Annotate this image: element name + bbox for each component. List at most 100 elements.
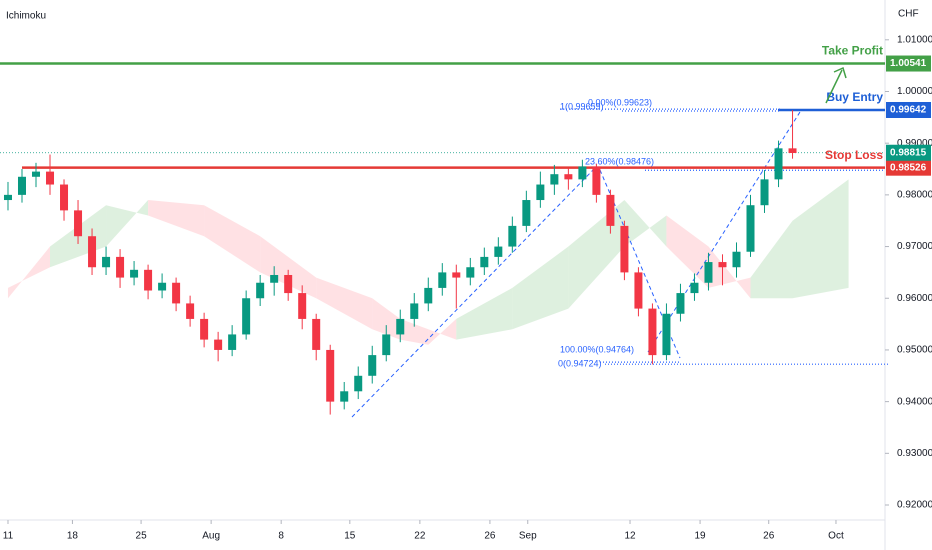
candle-body — [690, 282, 699, 294]
candle-body — [368, 355, 377, 376]
candle-body — [480, 256, 489, 268]
candle-body — [3, 194, 12, 201]
x-tick-label: 11 — [3, 531, 14, 542]
x-tick-label: Sep — [519, 531, 537, 542]
candle-body — [144, 269, 153, 291]
fib-label: 23.60%(0.98476) — [585, 157, 654, 167]
fib-label: 0.00%(0.99623) — [588, 97, 652, 107]
x-tick-label: Oct — [828, 531, 844, 542]
price-label-box — [886, 55, 931, 72]
candle-body — [494, 246, 503, 257]
candle-body — [788, 148, 797, 154]
y-tick-label: 0.99000 — [897, 138, 932, 149]
cloud-segment — [792, 179, 849, 299]
y-tick-label: 0.93000 — [897, 448, 932, 459]
level-name: Take Profit — [822, 44, 883, 58]
fib-label: 0(0.94724) — [558, 359, 602, 369]
candle-body — [214, 339, 223, 350]
price-label-box — [886, 159, 931, 176]
x-tick-label: 19 — [695, 531, 707, 542]
y-tick-label: 0.97000 — [897, 241, 932, 252]
candle-body — [396, 318, 405, 335]
candle-body — [326, 349, 335, 402]
cloud-segment — [666, 215, 709, 288]
candle-body — [116, 256, 125, 278]
x-tick-label: 12 — [624, 531, 636, 542]
cloud-segment — [106, 200, 149, 247]
cloud-segment — [316, 277, 373, 330]
cloud-segment — [148, 200, 205, 237]
arrow — [825, 66, 847, 104]
x-tick-label: 18 — [67, 531, 79, 542]
cloud-segment — [624, 200, 667, 247]
candle-body — [634, 272, 643, 309]
currency: CHF — [898, 9, 919, 20]
x-tick-label: 22 — [414, 531, 426, 542]
candle-body — [550, 174, 559, 185]
trend-line — [647, 111, 801, 353]
candle-body — [88, 236, 97, 268]
candle-body — [200, 318, 209, 340]
candle-body — [270, 274, 279, 283]
x-tick-label: 25 — [136, 531, 148, 542]
candle-body — [592, 166, 601, 195]
price-label: 0.98815 — [890, 147, 927, 158]
x-tick-label: 26 — [484, 531, 496, 542]
candle-body — [60, 184, 69, 211]
fib-label: 1(0.99659) — [560, 101, 604, 111]
candle-body — [32, 171, 41, 177]
cloud-segment — [512, 246, 569, 330]
cloud-segment — [260, 236, 317, 299]
candle-body — [648, 308, 657, 356]
candle-body — [760, 179, 769, 206]
candle-body — [676, 293, 685, 314]
candle-body — [46, 171, 55, 185]
candle-body — [466, 267, 475, 278]
candle-body — [17, 176, 26, 195]
cloud-segment — [7, 246, 51, 299]
indicator-name: Ichimoku — [6, 11, 46, 22]
candle-body — [354, 375, 363, 392]
candle-body — [522, 200, 531, 226]
x-tick-label: 15 — [344, 531, 356, 542]
candle-body — [242, 298, 251, 335]
candle-body — [662, 313, 671, 356]
candle-body — [564, 174, 573, 180]
candle-body — [438, 272, 447, 288]
y-tick-label: 0.98000 — [897, 190, 932, 201]
trend-line — [351, 167, 596, 418]
cloud-segment — [456, 287, 513, 340]
y-tick-label: 0.92000 — [897, 500, 932, 511]
candle-body — [774, 148, 783, 180]
level-name: Stop Loss — [825, 148, 883, 162]
y-tick-label: 0.95000 — [897, 345, 932, 356]
candle-body — [424, 287, 433, 304]
candle-body — [228, 334, 237, 350]
candle-body — [606, 194, 615, 226]
level-name: Buy Entry — [826, 90, 883, 104]
y-tick-label: 1.01000 — [897, 34, 932, 45]
candle-body — [620, 225, 629, 273]
candle-body — [256, 282, 265, 299]
candle-body — [452, 272, 461, 278]
cloud-segment — [750, 220, 793, 299]
candle-body — [102, 256, 111, 268]
candle-body — [74, 210, 83, 237]
y-tick-label: 0.94000 — [897, 396, 932, 407]
price-label-box — [886, 101, 931, 118]
cloud-segment — [400, 318, 429, 345]
candle-body — [718, 262, 727, 268]
cloud-segment — [428, 318, 457, 345]
fib-label: 100.00%(0.94764) — [560, 345, 634, 355]
candle-body — [284, 274, 293, 294]
candle-body — [578, 166, 587, 180]
price-label-box — [886, 144, 931, 161]
cloud-segment — [708, 246, 751, 299]
x-tick-label: 26 — [763, 531, 775, 542]
candle-body — [172, 282, 181, 304]
x-tick-label: Aug — [202, 531, 220, 542]
candle-body — [340, 391, 349, 402]
price-label: 0.99642 — [890, 105, 927, 116]
candle-body — [312, 318, 321, 350]
